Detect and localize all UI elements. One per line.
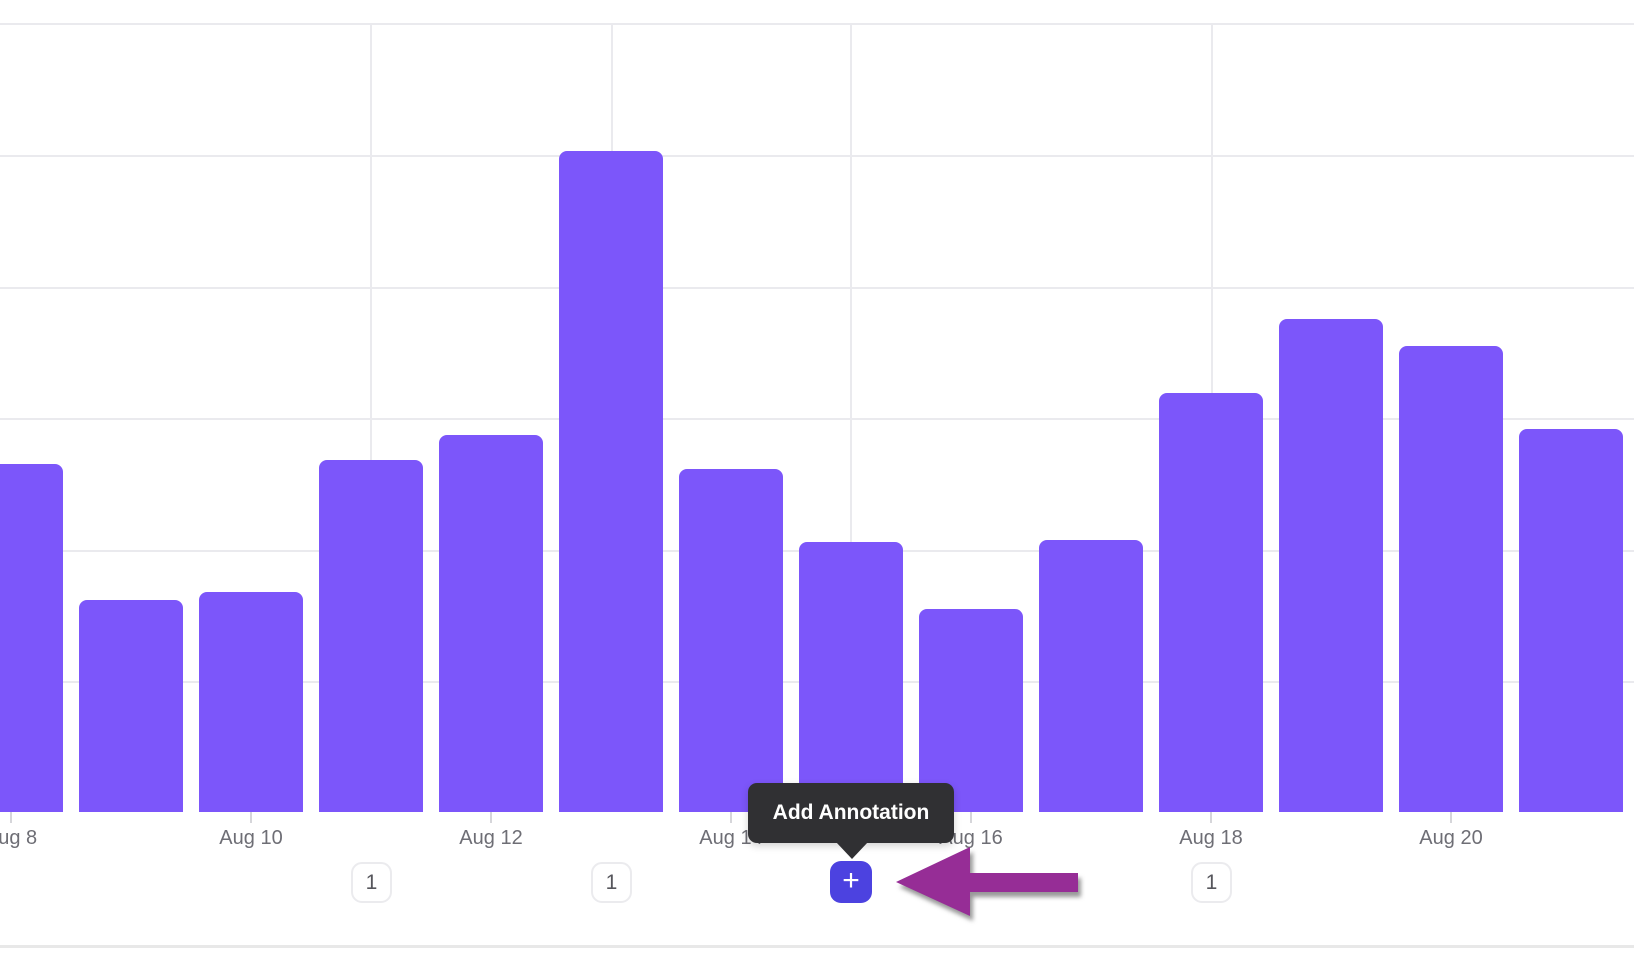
v-gridline (370, 23, 372, 812)
v-gridline (850, 23, 852, 812)
x-axis-tick (970, 812, 972, 823)
x-axis-tick (10, 812, 12, 823)
h-gridline (0, 23, 1634, 25)
bar-aug-8[interactable] (0, 463, 63, 812)
callout-arrow-left-icon (896, 847, 1078, 916)
plus-icon: + (842, 863, 860, 897)
bar-aug-15[interactable] (799, 542, 903, 812)
tooltip-pointer (836, 842, 868, 859)
bar-aug-13[interactable] (559, 150, 663, 812)
add-annotation-tooltip: Add Annotation (748, 783, 954, 859)
x-axis-label: Aug 12 (459, 827, 523, 849)
x-axis-label: Aug 8 (0, 827, 38, 849)
tooltip-label: Add Annotation (772, 801, 930, 824)
x-axis-tick (250, 812, 252, 823)
bar-aug-17[interactable] (1039, 539, 1143, 812)
x-axis-tick (730, 812, 732, 823)
bottom-divider (0, 945, 1634, 948)
x-axis-label: Aug 20 (1419, 827, 1483, 849)
bar-aug-16[interactable] (919, 609, 1023, 812)
h-gridline (0, 155, 1634, 157)
h-gridline (0, 287, 1634, 289)
annotation-count-badge[interactable]: 1 (591, 862, 632, 903)
bar-aug-9[interactable] (79, 600, 183, 812)
bar-aug-14[interactable] (679, 468, 783, 812)
x-axis-tick (1450, 812, 1452, 823)
annotation-count-badge[interactable]: 1 (351, 862, 392, 903)
bar-aug-20[interactable] (1399, 346, 1503, 812)
bar-aug-19[interactable] (1279, 318, 1383, 812)
x-axis-label: Aug 16 (939, 827, 1003, 849)
bar-aug-18[interactable] (1159, 392, 1263, 812)
x-axis-label: Aug 18 (1179, 827, 1243, 849)
bar-aug-21[interactable] (1519, 429, 1623, 812)
x-axis-tick (1210, 812, 1212, 823)
x-axis-label: Aug 10 (219, 827, 283, 849)
h-gridline (0, 418, 1634, 420)
bar-aug-12[interactable] (439, 434, 543, 812)
bar-aug-10[interactable] (199, 592, 303, 812)
annotation-count-badge[interactable]: 1 (1191, 862, 1232, 903)
bar-aug-11[interactable] (319, 459, 423, 812)
add-annotation-button[interactable]: + (830, 861, 872, 903)
x-axis-tick (490, 812, 492, 823)
x-axis-label: Aug 14 (699, 827, 763, 849)
